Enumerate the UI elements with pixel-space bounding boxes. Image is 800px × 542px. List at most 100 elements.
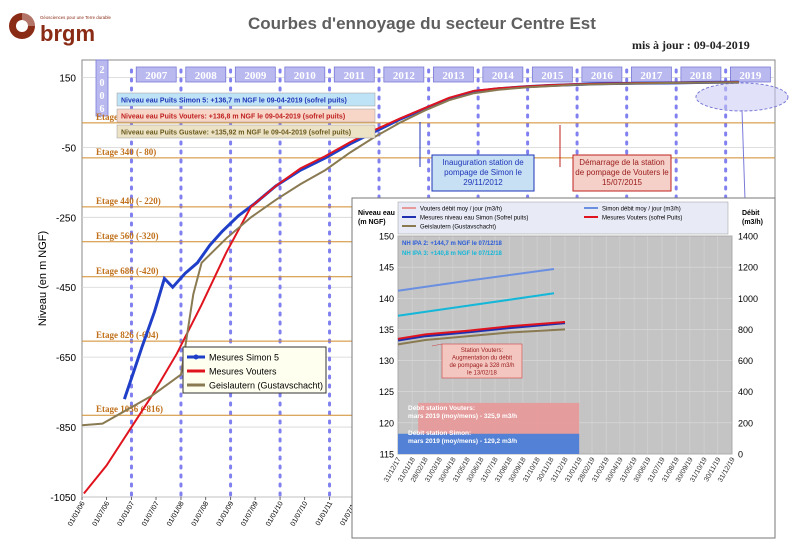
year-label-box [234, 66, 276, 83]
highlight-ellipse [695, 82, 789, 112]
info-box [116, 108, 376, 123]
highlight-pointer [741, 109, 746, 201]
inset-legend-label: Vouters débit moy / jour (m3/h) [420, 207, 502, 213]
x-tick-label: 01/01/07 [117, 500, 137, 527]
inset-y-right-label: Débit (m3/h) [742, 210, 763, 226]
etage-label: Etage 686 (-420) [96, 266, 159, 276]
x-tick-label: 01/07/07 [141, 500, 161, 527]
year-label: 2012 [393, 70, 416, 82]
main-legend [182, 346, 327, 394]
inset-legend [397, 201, 729, 235]
y-tick-label: -1050 [50, 493, 76, 504]
year-label-box [531, 66, 573, 83]
inset-y-tick-label: 115 [380, 450, 394, 460]
year-label: 2017 [640, 70, 663, 82]
year-label: 2008 [195, 70, 218, 82]
etage-label: Etage 826 (-604) [96, 330, 159, 340]
inset-y-right-tick-label: 800 [738, 325, 753, 335]
inset-y-tick-label: 145 [379, 263, 394, 273]
year-label: 2013 [442, 70, 465, 82]
inset-nh-label: NH IPA 3: +140,8 m NGF le 07/12/18 [402, 251, 503, 257]
info-box-text: Niveau eau Puits Gustave: +135,92 m NGF … [121, 130, 351, 137]
inset-legend-label: Geislautern (Gustavschacht) [420, 225, 496, 231]
inset-y-tick-label: 120 [379, 418, 394, 428]
inset-y-tick-label: 150 [379, 232, 394, 242]
y-tick-label: 150 [59, 73, 76, 84]
x-tick-label: 01/01/06 [67, 500, 87, 527]
year-label: 2011 [344, 70, 365, 82]
y-axis-label: Niveau (en m NGF) [37, 231, 49, 326]
year-label: 2016 [591, 70, 614, 82]
x-tick-label: 01/07/09 [240, 500, 260, 527]
x-tick-label: 01/07/10 [290, 500, 310, 527]
year-label-box [95, 59, 109, 117]
year-label-box [482, 66, 524, 83]
x-tick-label: 01/07/08 [191, 500, 211, 527]
annotation-box [431, 154, 535, 192]
legend-label: Mesures Simon 5 [209, 353, 279, 363]
simon-flow-label: Débit station Simon: mars 2019 (moy/mens)… [408, 430, 517, 445]
y-tick-label: -650 [56, 353, 76, 364]
annotation-text: Inauguration station de pompage de Simon … [442, 158, 524, 187]
inset-series-line [397, 321, 566, 342]
inset-y-tick-label: 140 [379, 294, 394, 304]
inset-y-tick-label: 130 [379, 356, 394, 366]
brgm-logo: Géosciences pour une Terre durable brgm [6, 6, 146, 46]
year-label: 2009 [244, 70, 267, 82]
inset-y-right-tick-label: 0 [738, 450, 743, 460]
y-tick-label: -250 [56, 213, 76, 224]
inset-annotation-box [441, 343, 523, 379]
inset-y-right-tick-label: 400 [738, 387, 753, 397]
year-label: 2015 [541, 70, 564, 82]
logo-text: brgm [40, 21, 95, 46]
inset-legend-label: Mesures Vouters (sofrel Puits) [602, 216, 682, 222]
inset-y-right-tick-label: 1000 [738, 294, 758, 304]
inset-series-line [397, 268, 555, 292]
inset-y-right-tick-label: 600 [738, 356, 753, 366]
simon-flow-area [398, 433, 580, 454]
inset-y-label: Niveau eau (m NGF) [358, 210, 395, 226]
year-label: 2019 [739, 70, 762, 82]
inset-y-tick-label: 125 [379, 387, 394, 397]
annotation-box [572, 154, 672, 192]
inset-annotation-text: Station Vouters: Augmentation du débit de … [449, 348, 514, 377]
x-tick-label: 01/07/06 [92, 500, 112, 527]
year-label-box [729, 66, 771, 83]
inset-y-right-tick-label: 1200 [738, 263, 758, 273]
year-label-box [333, 66, 375, 83]
inset-series-line [397, 321, 566, 340]
year-label-box [135, 66, 177, 83]
year-label: 2010 [294, 70, 317, 82]
page-title: Courbes d'ennoyage du secteur Centre Est [248, 14, 596, 33]
year-label: 2018 [690, 70, 713, 82]
inset-y-right-tick-label: 200 [738, 418, 753, 428]
inset-series-line [397, 292, 555, 317]
inset-legend-label: Mesures niveau eau Simon (Sofrel puits) [420, 216, 528, 222]
y-tick-label: -50 [62, 143, 77, 154]
x-tick-label: 01/01/09 [216, 500, 236, 527]
series-line [81, 81, 739, 427]
etage-label: Etage 340 (- 80) [96, 147, 156, 157]
info-box [116, 124, 376, 139]
inset-series-line [397, 328, 566, 346]
update-date: mis à jour : 09-04-2019 [632, 38, 750, 52]
inset-nh-label: NH IPA 2: +144,7 m NGF le 07/12/18 [402, 241, 503, 247]
inset-y-right-tick-label: 1400 [738, 232, 758, 242]
year-label-box [432, 66, 474, 83]
logo-tagline: Géosciences pour une Terre durable [40, 15, 112, 20]
legend-label: Geislautern (Gustavschacht) [209, 381, 323, 391]
x-tick-label: 01/01/10 [265, 500, 285, 527]
legend-label: Mesures Vouters [209, 367, 277, 377]
info-box [116, 92, 376, 107]
annotation-text: Démarrage de la station de pompage de Vou… [575, 158, 669, 187]
year-label-box [284, 66, 326, 83]
inset-annotation-pointer [431, 343, 443, 347]
legend-marker [193, 354, 199, 360]
etage-label: Etage 440 (- 220) [96, 196, 161, 206]
year-label: 2007 [145, 70, 168, 82]
vouters-flow-label: Débit station Vouters: mars 2019 (moy/men… [408, 405, 517, 420]
y-tick-label: -850 [56, 423, 76, 434]
